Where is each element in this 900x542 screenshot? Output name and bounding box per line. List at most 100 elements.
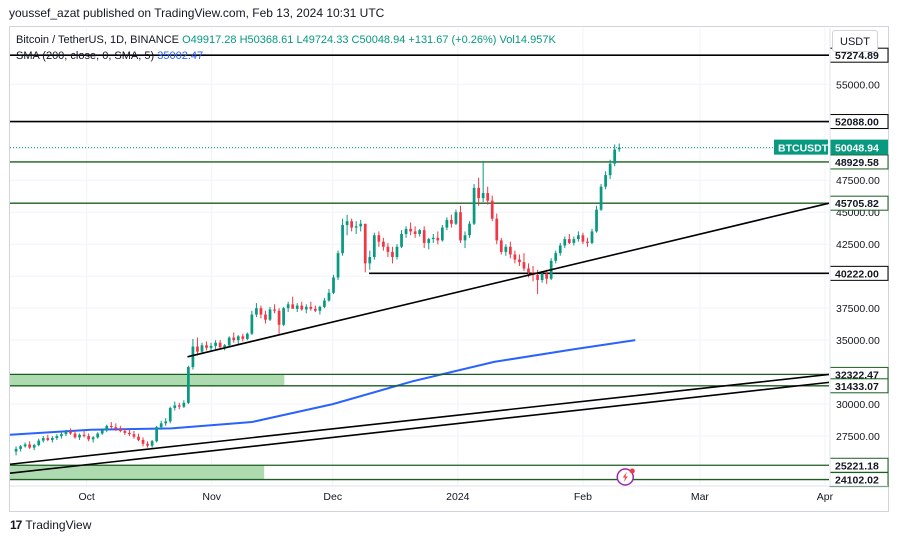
trendlines	[9, 202, 830, 475]
candle-body	[114, 427, 118, 430]
candle	[318, 305, 322, 315]
published-by: youssef_azat published on TradingView.co…	[9, 6, 385, 20]
candle-body	[440, 227, 444, 241]
candle	[445, 217, 449, 231]
candle	[168, 406, 172, 424]
footer-brand[interactable]: TradingView	[25, 518, 92, 532]
candle	[282, 306, 285, 327]
candle-body	[418, 230, 422, 234]
legend-sma-label[interactable]: SMA (200, close, 0, SMA, 5)	[16, 50, 155, 62]
candle-body	[128, 432, 131, 435]
x-tick-label: Dec	[323, 491, 342, 503]
candle	[155, 425, 158, 443]
candle	[472, 184, 476, 226]
time-axis: Oct Nov Dec 2024 Feb Mar Apr	[78, 491, 833, 503]
candle-body	[595, 209, 598, 232]
candle-body	[490, 200, 494, 219]
candle-body	[372, 235, 376, 257]
candle-body	[350, 221, 354, 228]
candle-body	[540, 273, 544, 281]
x-tick-label: 2024	[446, 491, 470, 503]
candle	[314, 305, 317, 313]
candle-body	[132, 434, 136, 437]
candle-body	[245, 333, 249, 339]
candle-body	[567, 239, 571, 243]
candle	[55, 434, 59, 440]
candle-body	[141, 439, 145, 444]
candle-body	[255, 308, 258, 315]
candle	[363, 223, 367, 273]
candle	[304, 304, 308, 314]
candle-body	[563, 239, 567, 246]
candle	[209, 342, 213, 351]
legend-symbol[interactable]: Bitcoin / TetherUS, 1D, BINANCE	[16, 34, 180, 46]
symbol-badge-text: BTCUSDT	[778, 143, 829, 155]
candle	[577, 231, 580, 242]
candle	[164, 418, 168, 426]
y-tick-label: 42500.00	[836, 239, 880, 251]
price-label-text: 52088.00	[835, 117, 879, 129]
candle	[250, 310, 254, 336]
candle	[23, 442, 27, 448]
legend-sma-row: SMA (200, close, 0, SMA, 5) 35002.47	[16, 48, 556, 64]
candle-body	[404, 228, 408, 234]
price-label-text: 57274.89	[835, 50, 879, 62]
candle-body	[495, 218, 499, 241]
y-tick-label: 27500.00	[836, 431, 880, 443]
x-tick-label: Nov	[202, 491, 221, 503]
candle-body	[436, 237, 440, 241]
candle	[259, 305, 263, 319]
candle-body	[191, 346, 195, 368]
candle-body	[391, 251, 394, 257]
candle-body	[345, 221, 349, 226]
candle-body	[558, 245, 562, 254]
sma-200-line	[9, 339, 636, 436]
candle	[46, 434, 50, 442]
candle	[345, 214, 349, 236]
zone-fill	[10, 465, 265, 480]
x-tick-label: Apr	[817, 491, 834, 503]
symbol-badge-box	[774, 139, 828, 155]
candle-body	[314, 308, 317, 311]
price-label-text: 31433.07	[835, 381, 879, 393]
candle	[413, 226, 417, 238]
candle-body	[522, 262, 526, 269]
candle-body	[50, 438, 54, 440]
candle	[558, 242, 562, 256]
candle	[481, 161, 485, 202]
trendline	[9, 381, 830, 475]
candle-body	[323, 300, 326, 307]
candle	[105, 424, 109, 433]
candle-body	[118, 429, 122, 431]
candle-body	[422, 230, 426, 243]
last-price-text: 50048.94	[835, 143, 879, 155]
candle	[522, 253, 526, 272]
candle	[323, 297, 326, 309]
price-label-text: 48929.58	[835, 157, 879, 169]
candle-body	[468, 223, 471, 236]
horizontal-levels	[10, 54, 829, 481]
candle-body	[509, 246, 512, 255]
candle-body	[282, 308, 285, 325]
candle	[227, 336, 231, 347]
candle-body	[155, 427, 158, 442]
candle	[109, 422, 113, 429]
candle	[427, 237, 431, 250]
candle	[268, 306, 272, 321]
candle-body	[277, 310, 281, 325]
candle-body	[377, 235, 381, 242]
currency-button[interactable]: USDT	[832, 30, 878, 52]
candle-body	[586, 241, 589, 243]
candle-body	[445, 219, 449, 228]
candle-body	[386, 246, 390, 252]
gridlines	[10, 28, 829, 486]
candle-body	[96, 433, 100, 438]
candle-body	[214, 342, 217, 346]
candle-body	[109, 425, 113, 428]
candle	[608, 159, 612, 179]
candle	[41, 436, 45, 443]
candle-body	[173, 405, 177, 408]
candle-body	[250, 314, 254, 334]
candle	[19, 445, 22, 452]
